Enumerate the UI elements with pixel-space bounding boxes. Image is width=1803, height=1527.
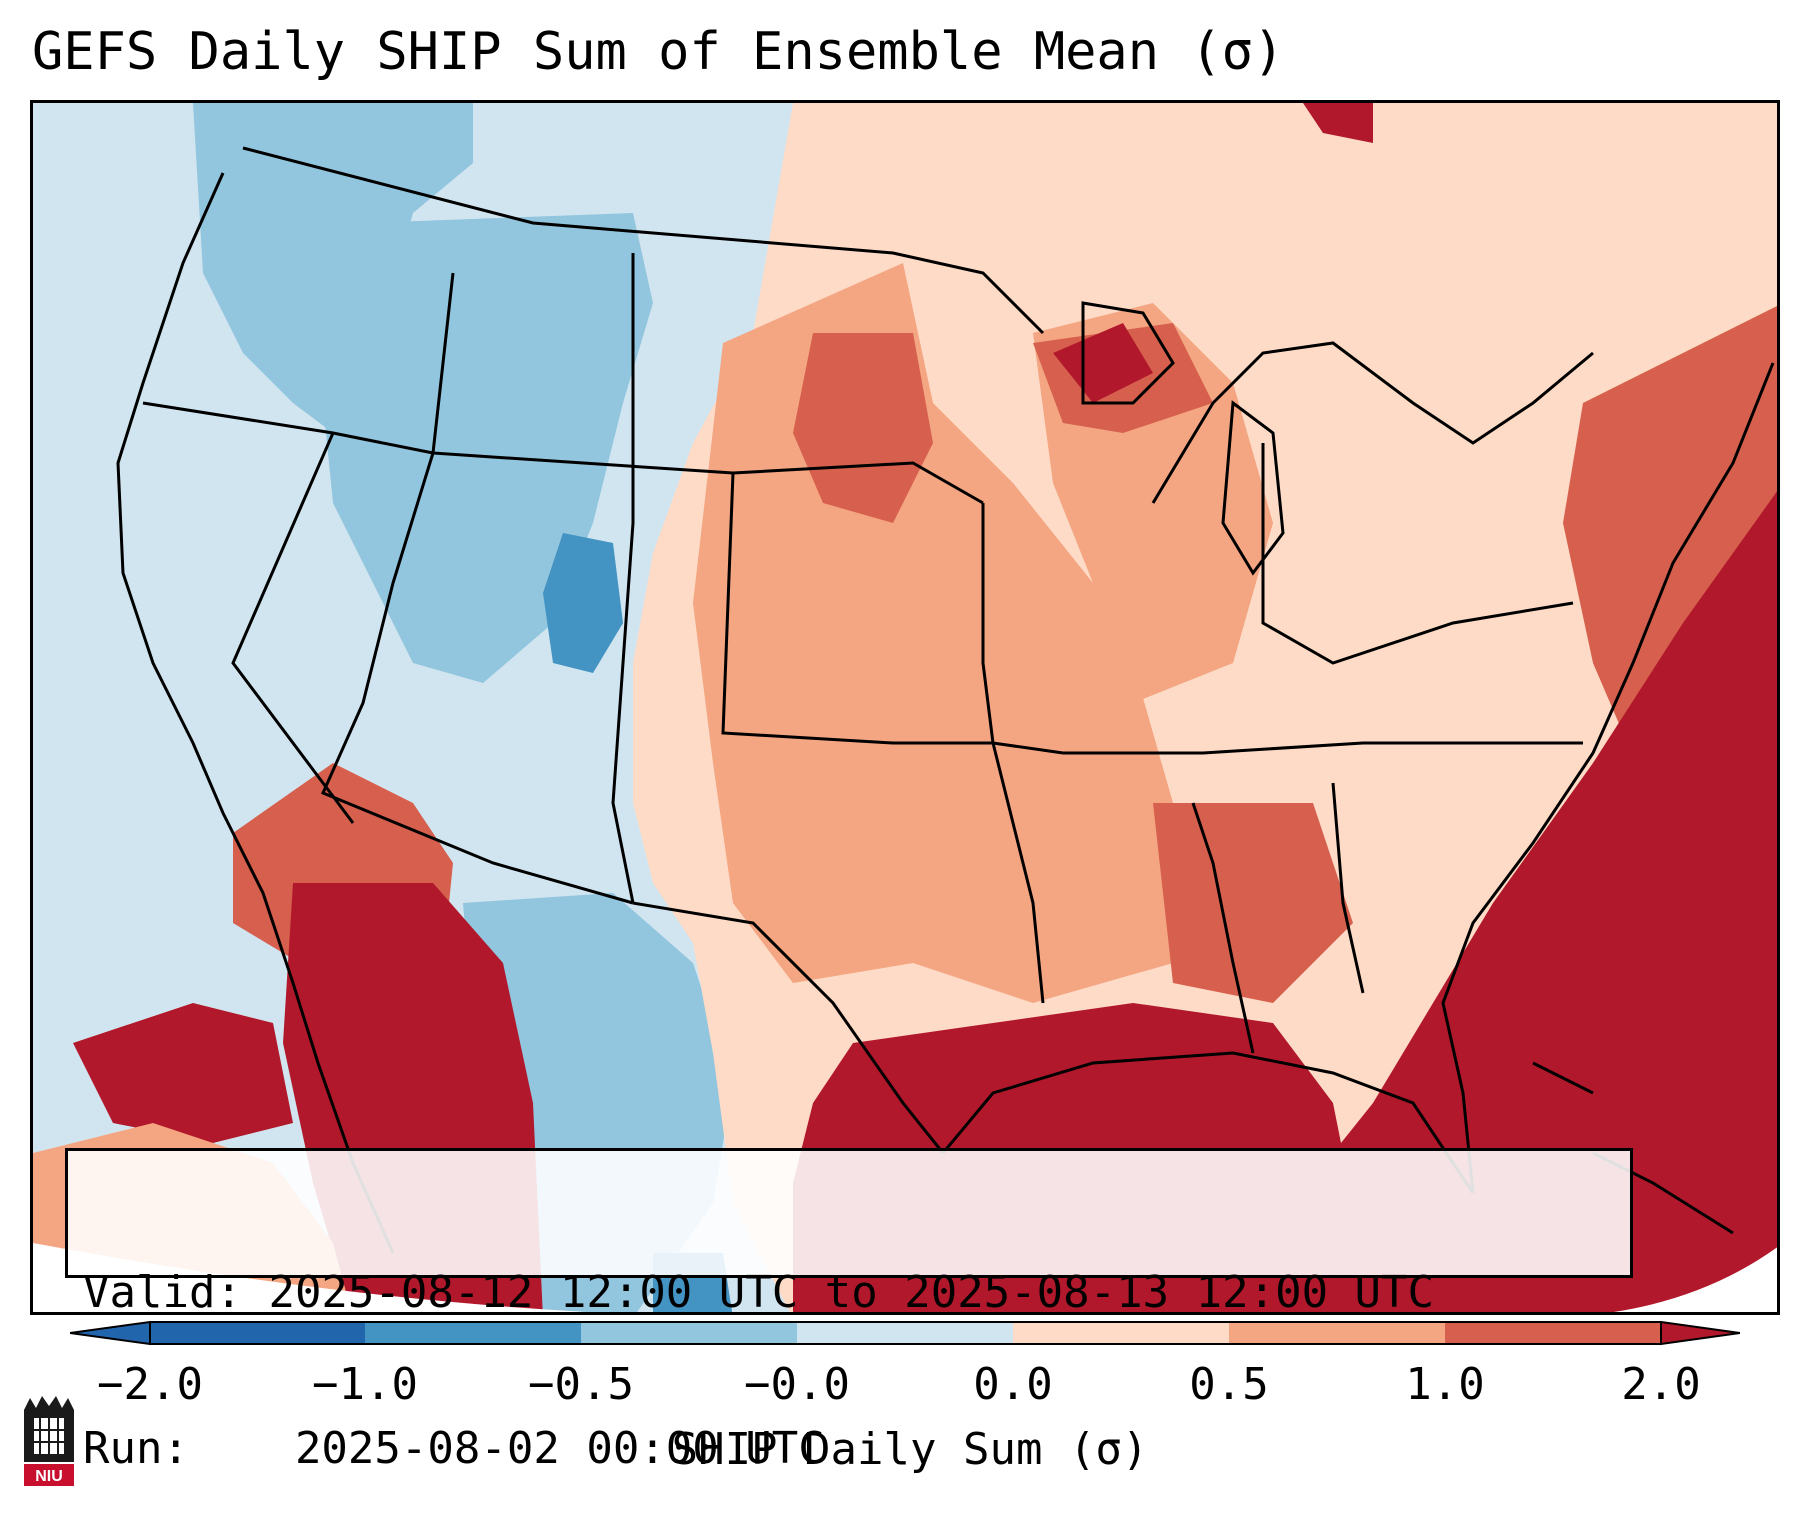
- strong-warm-dakotas: [793, 333, 933, 523]
- colorbar-label: SHIP Daily Sum (σ): [671, 1424, 1149, 1475]
- valid-label: Valid:: [83, 1267, 242, 1318]
- intense-warm-superior-lake: [1053, 323, 1153, 403]
- map-canvas: [33, 103, 1777, 1312]
- colorbar-tick-5: 0.0: [973, 1359, 1053, 1410]
- colorbar-tick-7: 1.0: [1405, 1359, 1485, 1410]
- colorbar-extend-low: [70, 1320, 151, 1346]
- map-panel: [30, 100, 1780, 1315]
- colorbar-tick-6: 0.5: [1189, 1359, 1269, 1410]
- intense-warm-pacific: [73, 1003, 293, 1143]
- valid-value: 2025-08-12 12:00 UTC to 2025-08-13 12:00…: [268, 1267, 1435, 1318]
- colorbar-outline: [149, 1321, 1662, 1345]
- colorbar-segment-3: [581, 1322, 797, 1344]
- colorbar-tick-4: −0.0: [744, 1359, 850, 1410]
- colorbar-segment-4: [797, 1322, 1013, 1344]
- intense-warm-hudson: [1303, 103, 1373, 143]
- valid-line: Valid: 2025-08-12 12:00 UTC to 2025-08-1…: [83, 1267, 1630, 1319]
- colorbar: [70, 1320, 1740, 1346]
- colorbar-tick-1: −2.0: [97, 1359, 203, 1410]
- map-title: GEFS Daily SHIP Sum of Ensemble Mean (σ): [32, 22, 1285, 82]
- colorbar-segment-7: [1445, 1322, 1661, 1344]
- strong-cool-colorado: [543, 533, 623, 673]
- colorbar-segment-1: [150, 1322, 365, 1344]
- colorbar-tick-2: −1.0: [312, 1359, 418, 1410]
- run-value: 2025-08-02 00:00 UTC: [294, 1423, 825, 1474]
- colorbar-segment-6: [1229, 1322, 1445, 1344]
- colorbar-segment-2: [365, 1322, 581, 1344]
- run-label: Run:: [83, 1423, 189, 1474]
- colorbar-tick-8: 2.0: [1621, 1359, 1701, 1410]
- coastlines-and-borders: [116, 146, 1775, 1254]
- projection-corner-left: [33, 1243, 587, 1312]
- strong-warm-midsouth: [1153, 803, 1353, 1003]
- svg-text:NIU: NIU: [35, 1468, 63, 1485]
- colorbar-segment-5: [1013, 1322, 1229, 1344]
- valid-run-info-box: Valid: 2025-08-12 12:00 UTC to 2025-08-1…: [65, 1148, 1633, 1474]
- niu-logo: NIU: [24, 1396, 74, 1486]
- colorbar-extend-high: [1660, 1320, 1740, 1346]
- colorbar-tick-3: −0.5: [528, 1359, 634, 1410]
- projection-corner-right: [1613, 1247, 1777, 1312]
- run-line: Run: 2025-08-02 00:00 UTC: [83, 1423, 1630, 1475]
- moderate-cool-northwest: [193, 103, 473, 433]
